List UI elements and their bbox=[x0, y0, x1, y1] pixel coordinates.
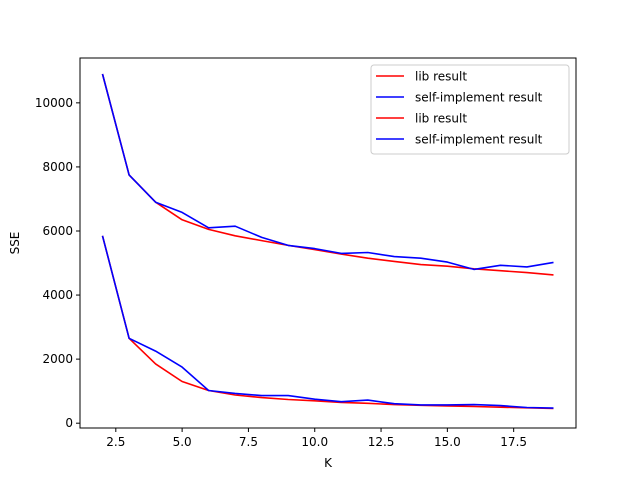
x-tick-label: 12.5 bbox=[368, 435, 395, 449]
y-tick-label: 4000 bbox=[42, 288, 73, 302]
axes-frame bbox=[79, 57, 577, 429]
legend-label: lib result bbox=[415, 112, 467, 126]
series-line-2 bbox=[101, 73, 554, 271]
x-tick-label: 2.5 bbox=[106, 435, 125, 449]
x-tick-label: 5.0 bbox=[173, 435, 192, 449]
y-axis-label: SSE bbox=[8, 232, 22, 255]
legend: lib result self-implement result lib resul… bbox=[370, 64, 570, 155]
y-tick-label: 6000 bbox=[42, 224, 73, 238]
legend-frame bbox=[370, 64, 570, 155]
legend-label: lib result bbox=[415, 70, 467, 84]
y-axis: 0 2000 4000 6000 8000 10000 bbox=[35, 96, 80, 430]
x-tick-label: 15.0 bbox=[434, 435, 461, 449]
x-tick-label: 10.0 bbox=[301, 435, 328, 449]
series-line-4 bbox=[101, 235, 554, 409]
x-axis: 2.5 5.0 7.5 10.0 12.5 15.0 17.5 bbox=[106, 428, 527, 449]
y-tick-label: 10000 bbox=[35, 96, 73, 110]
series-line-3 bbox=[101, 235, 554, 410]
legend-label: self-implement result bbox=[415, 91, 543, 105]
y-tick-label: 8000 bbox=[42, 160, 73, 174]
y-tick-label: 2000 bbox=[42, 352, 73, 366]
legend-label: self-implement result bbox=[415, 133, 543, 147]
x-tick-label: 17.5 bbox=[500, 435, 527, 449]
y-tick-label: 0 bbox=[65, 416, 73, 430]
x-axis-label: K bbox=[324, 456, 333, 470]
x-tick-label: 7.5 bbox=[239, 435, 258, 449]
series-layer bbox=[101, 73, 554, 410]
